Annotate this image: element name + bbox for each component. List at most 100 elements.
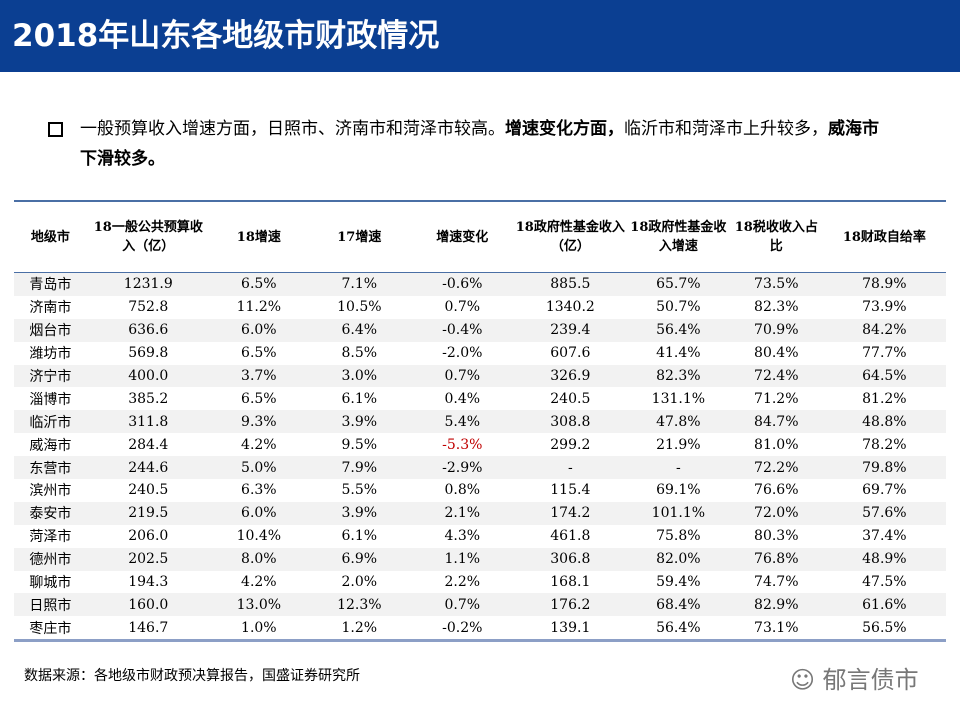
table-cell: 6.5% xyxy=(241,390,277,407)
table-cell: 滨州市 xyxy=(29,483,72,500)
table-cell: 淄博市 xyxy=(29,391,72,408)
table-cell: 70.9% xyxy=(729,318,823,342)
watermark-text: 郁言债市 xyxy=(822,666,919,694)
table-cell: 泰安市 xyxy=(14,501,87,525)
table-cell: 6.5% xyxy=(241,345,277,362)
table-cell: 73.1% xyxy=(754,619,799,636)
table-cell: 56.4% xyxy=(626,318,730,342)
table-row: 枣庄市 146.7 1.0% 1.2% -0.2% 139.1 56.4% 73.1% 56.5… xyxy=(14,616,946,640)
table-cell: 68.4% xyxy=(626,593,730,617)
finance-table: 地级市 18一般公共预算收入（亿） 18增速 17增速 增速变化 18政府性基金收入（亿）… xyxy=(14,200,946,643)
table-cell: - xyxy=(626,456,730,480)
table-cell: 47.5% xyxy=(862,574,907,591)
table-cell: 菏泽市 xyxy=(29,529,72,546)
table-cell: 7.1% xyxy=(307,272,411,296)
table-cell: 12.3% xyxy=(307,593,411,617)
table-cell: 日照市 xyxy=(14,593,87,617)
table-row: 日照市 160.0 13.0% 12.3% 0.7% 176.2 68.4% 82.9% 61.… xyxy=(14,593,946,617)
table-row: 德州市 202.5 8.0% 6.9% 1.1% 306.8 82.0% 76.8% 48.9% xyxy=(14,547,946,571)
table-cell: 56.5% xyxy=(862,619,907,636)
table-cell: 48.9% xyxy=(822,547,946,571)
source-note: 数据来源：各地级市财政预决算报告，国盛证券研究所 xyxy=(24,668,360,684)
table-cell: 6.4% xyxy=(307,318,411,342)
table-cell: 81.0% xyxy=(754,436,799,453)
table-cell: 101.1% xyxy=(626,501,730,525)
table-cell: 10.4% xyxy=(236,528,282,545)
column-header: 17增速 xyxy=(307,201,411,273)
table-cell: 240.5 xyxy=(550,390,591,407)
table-cell: 5.0% xyxy=(209,456,308,480)
table-row: 济南市 752.8 11.2% 10.5% 0.7% 1340.2 50.7% 82.3% 73… xyxy=(14,296,946,319)
table-cell: 73.5% xyxy=(729,272,823,296)
watermark-logo: ☺ 郁言债市 xyxy=(790,660,919,695)
table-cell: 326.9 xyxy=(513,364,627,388)
table-cell: 74.7% xyxy=(754,574,799,591)
table-cell: 1.1% xyxy=(410,547,514,571)
table-cell: 72.4% xyxy=(729,364,823,388)
table-cell: 80.3% xyxy=(754,528,799,545)
column-header: 地级市 xyxy=(14,201,87,273)
column-header: 18税收收入占比 xyxy=(729,201,823,273)
table-cell: 德州市 xyxy=(14,547,87,571)
table-cell: 9.5% xyxy=(341,436,378,453)
table-cell: 0.7% xyxy=(444,299,481,316)
table-cell: 4.2% xyxy=(241,574,277,591)
table-cell: 6.0% xyxy=(209,501,308,525)
table-cell: 0.7% xyxy=(410,364,514,388)
table-cell: 6.1% xyxy=(341,390,378,407)
table-row: 威海市 284.4 4.2% 9.5% -5.3% 299.2 21.9% 81.0% 78.2… xyxy=(14,433,946,456)
table-cell: 4.2% xyxy=(241,436,277,453)
table-cell: 79.8% xyxy=(822,456,946,480)
table-row: 泰安市 219.5 6.0% 3.9% 2.1% 174.2 101.1% 72.0% 57.6… xyxy=(14,501,946,525)
table-cell: 潍坊市 xyxy=(29,346,72,363)
table-row: 烟台市 636.6 6.0% 6.4% -0.4% 239.4 56.4% 70.9% 84.2… xyxy=(14,318,946,342)
table-cell: 10.5% xyxy=(337,299,382,316)
table-cell: 东营市 xyxy=(14,456,87,480)
table-cell: 80.4% xyxy=(754,345,799,362)
table-cell: 284.4 xyxy=(128,436,169,453)
table-cell: 6.5% xyxy=(209,272,308,296)
table-cell: 13.0% xyxy=(209,593,308,617)
table-cell: 3.9% xyxy=(307,501,411,525)
table-cell: 济宁市 xyxy=(14,364,87,388)
table-cell: 239.4 xyxy=(513,318,627,342)
table-cell: 11.2% xyxy=(236,299,282,316)
table-row: 潍坊市 569.8 6.5% 8.5% -2.0% 607.6 41.4% 80.4% 77.7… xyxy=(14,342,946,365)
table-cell: 3.0% xyxy=(307,364,411,388)
table-cell: 61.6% xyxy=(822,593,946,617)
table-cell: -5.3% xyxy=(442,436,483,453)
table-cell: - xyxy=(513,456,627,480)
table-cell: 1.0% xyxy=(241,619,277,636)
table-cell: 2.2% xyxy=(444,574,481,591)
table-cell: 聊城市 xyxy=(29,575,72,592)
table-cell: 枣庄市 xyxy=(29,620,72,637)
table-row: 东营市 244.6 5.0% 7.9% -2.9% - -72.2% 79.8% xyxy=(14,456,946,480)
table-cell: 72.2% xyxy=(729,456,823,480)
table-cell: 8.0% xyxy=(209,547,308,571)
column-header: 增速变化 xyxy=(410,201,514,273)
table-cell: 385.2 xyxy=(128,390,169,407)
table-cell: 82.3% xyxy=(754,299,799,316)
table-cell: -0.6% xyxy=(410,272,514,296)
table-cell: 84.2% xyxy=(822,318,946,342)
column-header: 18政府性基金收入（亿） xyxy=(513,201,627,273)
table-cell: 78.9% xyxy=(822,272,946,296)
table-cell: 82.0% xyxy=(626,547,730,571)
table-cell: 6.3% xyxy=(241,482,277,499)
table-cell: 6.9% xyxy=(307,547,411,571)
table-cell: 311.8 xyxy=(86,410,210,434)
table-cell: 济南市 xyxy=(29,300,72,317)
table-cell: 115.4 xyxy=(550,482,591,499)
table-cell: 69.1% xyxy=(656,482,701,499)
table-cell: 84.7% xyxy=(729,410,823,434)
summary-bullet: 一般预算收入增速方面，日照市、济南市和菏泽市较高。增速变化方面，临沂市和菏泽市上… xyxy=(48,114,888,174)
table-cell: 306.8 xyxy=(513,547,627,571)
table-cell: 5.4% xyxy=(410,410,514,434)
table-cell: 6.0% xyxy=(209,318,308,342)
table-cell: 299.2 xyxy=(550,436,591,453)
table-row: 临沂市 311.8 9.3% 3.9% 5.4% 308.8 47.8% 84.7% 48.8% xyxy=(14,410,946,434)
table-cell: 607.6 xyxy=(550,345,591,362)
wechat-icon: ☺ xyxy=(790,666,823,694)
table-cell: 8.5% xyxy=(341,345,378,362)
table-cell: 75.8% xyxy=(656,528,701,545)
